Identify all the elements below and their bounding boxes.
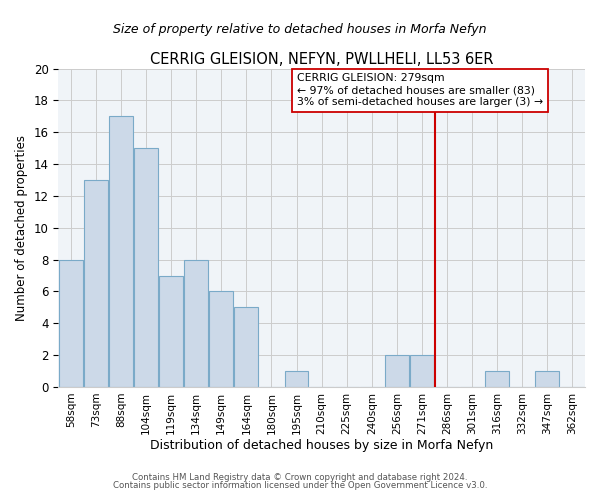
Y-axis label: Number of detached properties: Number of detached properties [15, 135, 28, 321]
Text: Contains HM Land Registry data © Crown copyright and database right 2024.: Contains HM Land Registry data © Crown c… [132, 473, 468, 482]
Bar [535, 371, 559, 387]
Text: Size of property relative to detached houses in Morfa Nefyn: Size of property relative to detached ho… [113, 22, 487, 36]
Title: CERRIG GLEISION, NEFYN, PWLLHELI, LL53 6ER: CERRIG GLEISION, NEFYN, PWLLHELI, LL53 6… [150, 52, 493, 68]
Bar [134, 148, 158, 387]
Bar [235, 308, 259, 387]
Bar [109, 116, 133, 387]
Bar [159, 276, 183, 387]
X-axis label: Distribution of detached houses by size in Morfa Nefyn: Distribution of detached houses by size … [150, 440, 493, 452]
Bar [184, 260, 208, 387]
Bar [84, 180, 108, 387]
Bar [410, 355, 434, 387]
Text: Contains public sector information licensed under the Open Government Licence v3: Contains public sector information licen… [113, 481, 487, 490]
Bar [209, 292, 233, 387]
Text: CERRIG GLEISION: 279sqm
← 97% of detached houses are smaller (83)
3% of semi-det: CERRIG GLEISION: 279sqm ← 97% of detache… [296, 74, 542, 106]
Bar [485, 371, 509, 387]
Bar [385, 355, 409, 387]
Bar [284, 371, 308, 387]
Bar [59, 260, 83, 387]
